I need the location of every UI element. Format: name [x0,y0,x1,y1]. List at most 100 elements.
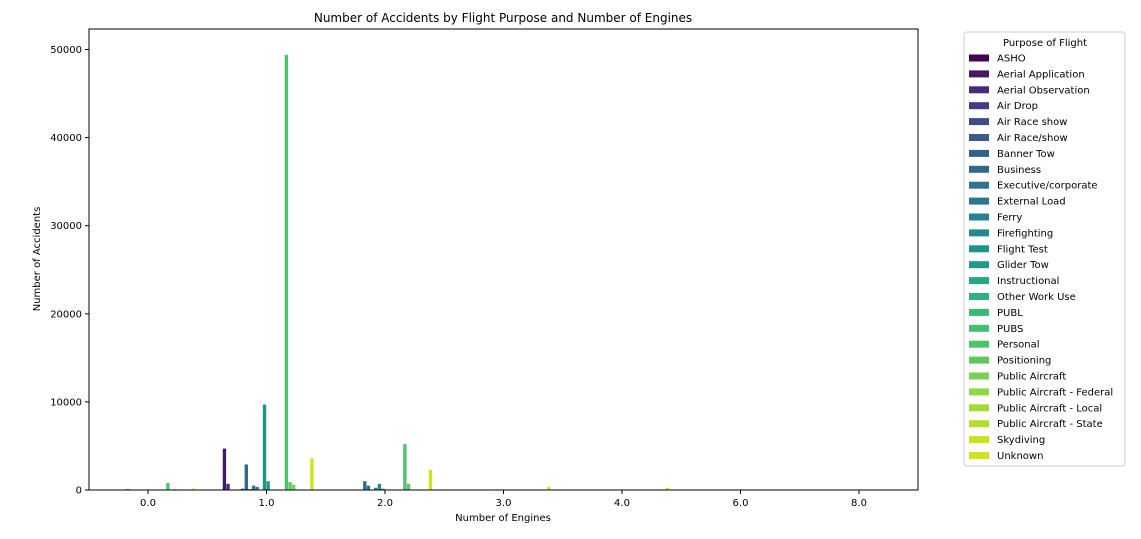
chart-title: Number of Accidents by Flight Purpose an… [314,11,692,25]
bar [374,487,378,490]
legend-swatch [969,229,989,237]
legend-label: ASHO [997,54,1026,65]
legend-swatch [969,86,989,94]
legend-label: Skydiving [997,435,1045,446]
y-tick-label: 40000 [50,133,82,144]
legend-label: Public Aircraft - State [997,419,1103,430]
legend-label: Public Aircraft [997,372,1066,383]
bar [428,469,433,490]
x-axis-ticks: 0.0 1.0 2.0 3.0 4.0 6.0 8.0 [140,490,867,509]
bar [377,483,382,490]
x-axis-label: Number of Engines [455,513,551,524]
x-tick-label: 0.0 [140,498,156,509]
legend-label: Public Aircraft - Federal [997,387,1113,398]
legend-label: Air Race show [997,117,1067,128]
legend-swatch [969,277,989,285]
legend-swatch [969,149,989,157]
y-tick-label: 0 [76,486,82,497]
bar [403,444,407,490]
legend-swatch [969,388,989,396]
y-tick-label: 20000 [50,309,82,320]
bar [366,485,371,490]
legend-label: Flight Test [997,244,1048,255]
bars-group [126,54,670,491]
legend-swatch [969,197,989,205]
bar [255,486,259,490]
x-tick-label: 6.0 [733,498,749,509]
bar [191,488,196,490]
legend-swatch [969,420,989,428]
x-tick-label: 1.0 [259,498,275,509]
bar [284,54,289,491]
legend-swatch [969,452,989,459]
legend-swatch [969,404,989,412]
legend-swatch [969,70,989,78]
bar [166,482,170,490]
legend-label: Unknown [997,451,1043,462]
x-tick-label: 8.0 [851,498,867,509]
legend-label: Air Drop [997,101,1038,112]
x-tick-label: 2.0 [377,498,393,509]
legend-label: Instructional [997,276,1059,287]
legend-label: Air Race/show [997,133,1068,144]
legend-swatch [969,308,989,316]
y-tick-label: 30000 [50,221,82,232]
legend-swatch [969,340,989,348]
legend-swatch [969,436,989,444]
legend-label: Executive/corporate [997,181,1098,192]
bar [262,404,267,490]
legend-label: Aerial Observation [997,85,1090,96]
legend-swatch [969,213,989,221]
bar [288,482,292,490]
bar [406,483,411,490]
legend-label: Other Work Use [997,292,1076,303]
bar [222,448,227,490]
legend-label: PUBS [997,324,1023,335]
legend-swatch [969,324,989,332]
legend-swatch [969,293,989,300]
y-axis-ticks: 0 10000 20000 30000 40000 50000 [50,45,89,497]
legend-label: Ferry [997,213,1022,224]
bar [251,485,256,490]
legend-label: External Load [997,197,1066,208]
legend-swatch [969,356,989,364]
legend-label: Personal [997,340,1040,351]
bar [266,481,270,490]
bar [226,483,230,490]
legend-title: Purpose of Flight [1003,38,1087,49]
legend-label: Glider Tow [997,260,1049,271]
legend-label: Firefighting [997,228,1053,239]
legend-swatch [969,118,989,126]
legend-swatch [969,372,989,380]
x-tick-label: 3.0 [496,498,512,509]
legend-label: Business [997,165,1041,176]
legend-swatch [969,245,989,253]
plot-area [89,29,918,490]
legend-swatch [969,102,989,110]
legend-swatch [969,165,989,173]
bar [240,488,245,490]
bar [310,458,314,490]
legend-swatch [969,261,989,269]
legend-label: PUBL [997,308,1023,319]
y-axis-label: Number of Accidents [32,207,43,312]
x-tick-label: 4.0 [614,498,630,509]
legend-swatch [969,134,989,141]
bar [665,487,670,490]
plot-frame [88,28,919,491]
legend: Purpose of Flight ASHO Aerial Application… [963,31,1126,467]
legend-frame [963,31,1126,467]
bar [363,481,367,490]
legend-label: Positioning [997,356,1051,367]
legend-swatch [969,181,989,189]
bar [244,464,248,490]
legend-swatch [969,54,989,62]
bar [547,486,551,490]
legend-label: Banner Tow [997,149,1055,160]
bar [292,484,296,490]
bar [381,488,385,490]
legend-label: Public Aircraft - Local [997,403,1102,414]
legend-items: ASHO Aerial Application Aerial Observation… [969,54,1113,462]
y-tick-label: 50000 [50,45,82,56]
y-tick-label: 10000 [50,397,82,408]
